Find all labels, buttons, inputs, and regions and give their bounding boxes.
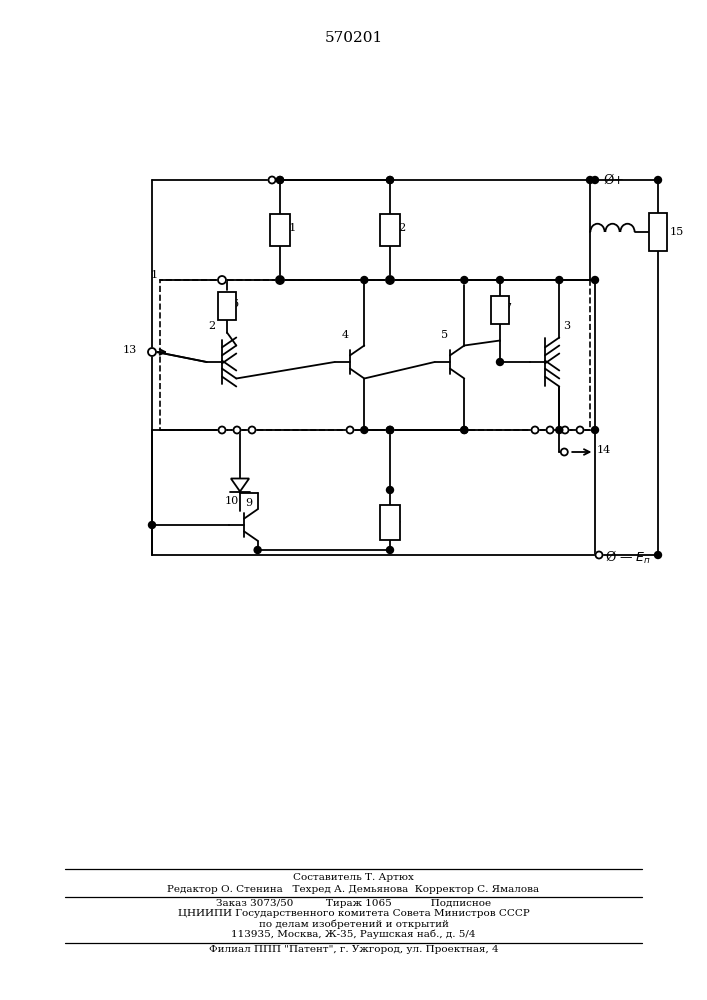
- Circle shape: [276, 276, 284, 284]
- Circle shape: [655, 552, 662, 558]
- Bar: [380, 214, 400, 246]
- Circle shape: [346, 426, 354, 434]
- Circle shape: [218, 426, 226, 434]
- Circle shape: [461, 276, 468, 284]
- Text: Филиал ППП "Патент", г. Ужгород, ул. Проектная, 4: Филиал ППП "Патент", г. Ужгород, ул. Про…: [209, 946, 498, 954]
- Text: Редактор О. Стенина   Техред А. Демьянова  Корректор С. Ямалова: Редактор О. Стенина Техред А. Демьянова …: [168, 884, 539, 894]
- Text: по делам изобретений и открытий: по делам изобретений и открытий: [259, 919, 448, 929]
- Bar: [649, 213, 667, 251]
- Circle shape: [276, 176, 284, 184]
- Text: 1: 1: [151, 270, 158, 280]
- Text: 10: 10: [225, 496, 239, 506]
- Circle shape: [496, 276, 503, 284]
- Circle shape: [547, 426, 554, 434]
- Circle shape: [387, 276, 394, 284]
- Bar: [380, 505, 400, 540]
- Circle shape: [592, 426, 599, 434]
- Text: 15: 15: [670, 227, 684, 237]
- Text: 7: 7: [504, 303, 511, 313]
- Circle shape: [218, 276, 226, 284]
- Circle shape: [592, 276, 599, 284]
- Circle shape: [556, 426, 563, 434]
- Circle shape: [387, 176, 394, 184]
- Text: 11: 11: [283, 223, 297, 233]
- Circle shape: [496, 359, 503, 365]
- Circle shape: [595, 552, 602, 558]
- Text: 4: 4: [341, 330, 349, 340]
- Circle shape: [254, 546, 261, 554]
- Text: Составитель Т. Артюх: Составитель Т. Артюх: [293, 874, 414, 882]
- Circle shape: [387, 426, 394, 434]
- Circle shape: [276, 276, 284, 284]
- Bar: [491, 296, 509, 324]
- Text: Ø+: Ø+: [603, 174, 624, 186]
- Circle shape: [276, 276, 284, 284]
- Circle shape: [556, 276, 563, 284]
- Circle shape: [387, 176, 394, 184]
- Circle shape: [461, 426, 468, 434]
- Text: 5: 5: [441, 330, 448, 340]
- Circle shape: [361, 426, 368, 434]
- Circle shape: [386, 276, 394, 284]
- Text: 2: 2: [209, 321, 216, 331]
- Circle shape: [561, 426, 568, 434]
- Text: ЦНИИПИ Государственного комитета Совета Министров СССР: ЦНИИПИ Государственного комитета Совета …: [177, 910, 530, 918]
- Text: 13: 13: [123, 345, 137, 355]
- Circle shape: [148, 522, 156, 528]
- Circle shape: [461, 426, 468, 434]
- Text: 113935, Москва, Ж-35, Раушская наб., д. 5/4: 113935, Москва, Ж-35, Раушская наб., д. …: [231, 929, 476, 939]
- Circle shape: [387, 546, 394, 554]
- Bar: [270, 214, 290, 246]
- Circle shape: [276, 176, 284, 184]
- Circle shape: [248, 426, 255, 434]
- Circle shape: [269, 176, 276, 184]
- Circle shape: [561, 448, 568, 456]
- Circle shape: [387, 276, 394, 284]
- Circle shape: [655, 176, 662, 184]
- Circle shape: [361, 276, 368, 284]
- Text: 6: 6: [231, 299, 238, 309]
- Text: 3: 3: [563, 321, 571, 331]
- Circle shape: [532, 426, 539, 434]
- Circle shape: [592, 176, 599, 184]
- Text: 8: 8: [393, 516, 400, 526]
- Circle shape: [387, 426, 394, 434]
- Text: 14: 14: [596, 445, 611, 455]
- Text: Ø — $E_п$: Ø — $E_п$: [605, 548, 651, 566]
- Circle shape: [233, 426, 240, 434]
- Text: Заказ 3073/50          Тираж 1065            Подписное: Заказ 3073/50 Тираж 1065 Подписное: [216, 900, 491, 908]
- Text: 570201: 570201: [325, 31, 383, 45]
- Bar: [160, 280, 590, 430]
- Text: 12: 12: [393, 223, 407, 233]
- Polygon shape: [231, 479, 249, 491]
- Circle shape: [387, 487, 394, 493]
- Circle shape: [576, 426, 583, 434]
- Bar: [218, 292, 236, 320]
- Circle shape: [587, 176, 593, 184]
- Circle shape: [148, 348, 156, 356]
- Text: 9: 9: [245, 498, 252, 508]
